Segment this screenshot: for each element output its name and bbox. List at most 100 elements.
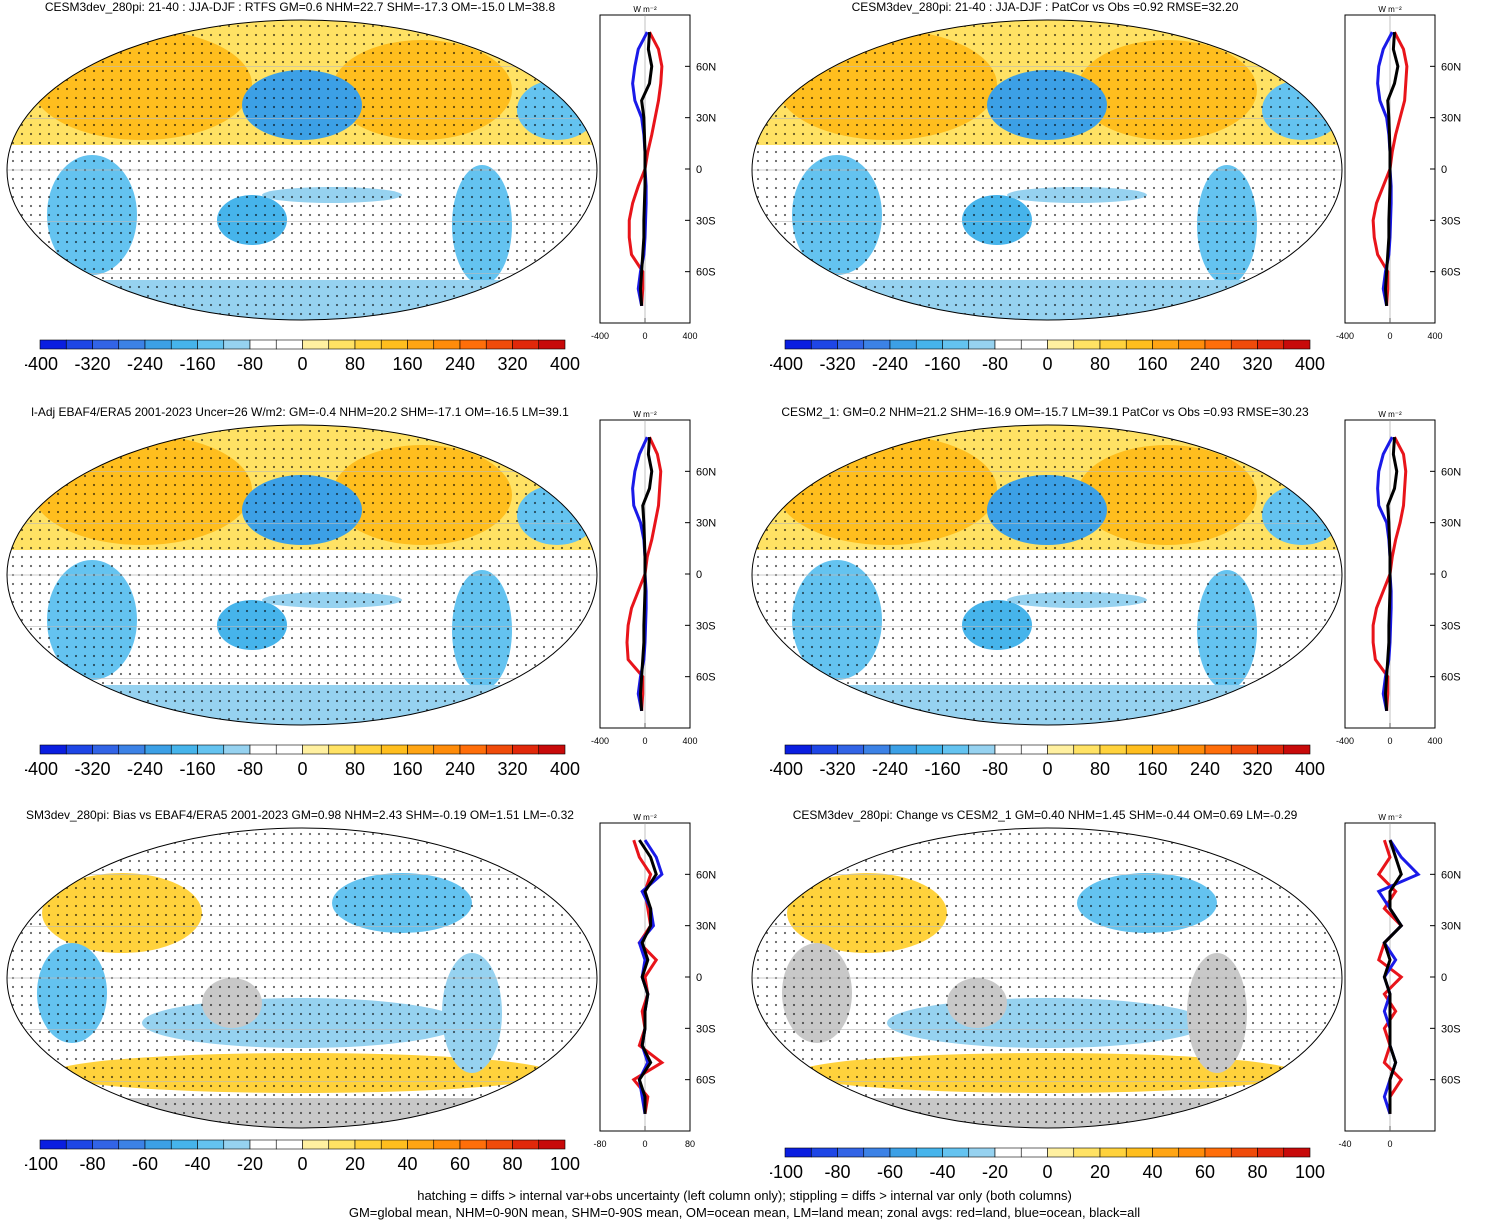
colorbar-tick-label: 0: [297, 1154, 307, 1174]
colorbar-swatch: [863, 339, 891, 350]
zonal-unit-label: W m⁻²: [633, 5, 657, 14]
colorbar-tick-label: 0: [297, 759, 307, 779]
x-tick-label: 400: [1427, 331, 1442, 341]
lat-tick-label: 0: [1441, 972, 1447, 984]
colorbar-tick-label: -60: [132, 1154, 158, 1174]
colorbar-tick-label: 240: [1190, 759, 1220, 779]
x-tick-label: -400: [591, 331, 609, 341]
panel-3: l-Adj EBAF4/ERA5 2001-2023 Uncer=26 W/m2…: [0, 405, 744, 810]
colorbar-swatch: [942, 339, 970, 350]
colorbar-swatch: [942, 1147, 970, 1158]
colorbar-swatch: [249, 339, 277, 350]
colorbar-swatch: [118, 339, 146, 350]
colorbar-swatch: [170, 1139, 198, 1150]
colorbar-swatch: [1283, 1147, 1311, 1158]
map: [751, 827, 1343, 1129]
colorbar: -100 -80 -60 -40 -20 0 20 40 60 80 100: [770, 1147, 1325, 1182]
lat-tick-label: 0: [1441, 164, 1447, 176]
colorbar-tick-label: -80: [237, 354, 263, 374]
colorbar-tick-label: 60: [1195, 1162, 1215, 1182]
colorbar-tick-label: 20: [345, 1154, 365, 1174]
zonal-mean-plot: W m⁻² 60N 30N 0 30S 60S -400 0 400: [1336, 5, 1461, 341]
colorbar-tick-label: -320: [74, 759, 110, 779]
colorbar-tick-label: -20: [237, 1154, 263, 1174]
colorbar-tick-label: -60: [877, 1162, 903, 1182]
colorbar-tick-label: 0: [297, 354, 307, 374]
colorbar-tick-label: -80: [79, 1154, 105, 1174]
panel-title: l-Adj EBAF4/ERA5 2001-2023 Uncer=26 W/m2…: [31, 405, 569, 419]
lat-tick-label: 30S: [1441, 215, 1461, 227]
colorbar-swatch: [889, 1147, 917, 1158]
footnote-line-1: hatching = diffs > internal var+obs unce…: [417, 1188, 1072, 1203]
colorbar-tick-label: 80: [1090, 759, 1110, 779]
colorbar-swatch: [1099, 339, 1127, 350]
colorbar-swatch: [197, 1139, 225, 1150]
colorbar-swatch: [512, 1139, 540, 1150]
colorbar-tick-label: 160: [1137, 759, 1167, 779]
colorbar: -400 -320 -240 -160 -80 0 80 160 240 320 400: [770, 339, 1325, 374]
colorbar-swatch: [144, 339, 172, 350]
colorbar-tick-label: -80: [982, 759, 1008, 779]
colorbar: -400 -320 -240 -160 -80 0 80 160 240 320 400: [25, 339, 580, 374]
colorbar-swatch: [197, 339, 225, 350]
panel-title: SM3dev_280pi: Bias vs EBAF4/ERA5 2001-20…: [26, 808, 574, 822]
colorbar-tick-label: -160: [179, 759, 215, 779]
colorbar-swatch: [407, 744, 435, 755]
colorbar-swatch: [1152, 744, 1180, 755]
x-tick-label: -40: [1338, 1139, 1351, 1149]
panel-1: CESM3dev_280pi: 21-40 : JJA-DJF : RTFS G…: [0, 0, 744, 405]
colorbar-swatch: [810, 744, 838, 755]
colorbar-tick-label: 100: [1295, 1162, 1325, 1182]
lat-tick-label: 60N: [1441, 466, 1461, 478]
map: [751, 424, 1343, 726]
zonal-mean-plot: W m⁻² 60N 30N 0 30S 60S -80 0 80: [593, 813, 716, 1149]
lat-tick-label: 0: [696, 164, 702, 176]
colorbar-swatch: [459, 339, 487, 350]
lat-tick-label: 60N: [1441, 61, 1461, 73]
colorbar-swatch: [994, 1147, 1022, 1158]
lat-tick-label: 30N: [1441, 518, 1461, 530]
colorbar-tick-label: -20: [982, 1162, 1008, 1182]
colorbar-swatch: [538, 1139, 566, 1150]
map-field: [752, 425, 1342, 725]
colorbar-swatch: [433, 339, 461, 350]
lat-tick-label: 60N: [696, 61, 716, 73]
colorbar-tick-label: -320: [819, 354, 855, 374]
colorbar-swatch: [328, 1139, 356, 1150]
colorbar-swatch: [784, 339, 812, 350]
colorbar-swatch: [1073, 1147, 1101, 1158]
colorbar-swatch: [1073, 339, 1101, 350]
panel-4: CESM2_1: GM=0.2 NHM=21.2 SHM=-16.9 OM=-1…: [745, 405, 1489, 810]
colorbar-swatch: [1125, 339, 1153, 350]
colorbar: -400 -320 -240 -160 -80 0 80 160 240 320 400: [770, 744, 1325, 779]
colorbar-swatch: [837, 1147, 865, 1158]
colorbar-tick-label: 400: [550, 759, 580, 779]
colorbar-swatch: [459, 1139, 487, 1150]
colorbar-tick-label: 240: [1190, 354, 1220, 374]
colorbar-swatch: [784, 744, 812, 755]
colorbar-tick-label: -160: [924, 759, 960, 779]
colorbar-tick-label: 100: [550, 1154, 580, 1174]
x-tick-label: -400: [591, 736, 609, 746]
map: [6, 19, 598, 321]
colorbar-swatch: [65, 339, 93, 350]
zonal-line-land: [631, 839, 665, 1115]
lat-tick-label: 60S: [1441, 267, 1461, 279]
map-outline: [751, 19, 1343, 321]
map-field: [752, 20, 1342, 320]
colorbar-swatch: [863, 744, 891, 755]
lat-tick-label: 0: [696, 972, 702, 984]
colorbar-swatch: [1047, 1147, 1075, 1158]
colorbar-swatch: [1257, 744, 1285, 755]
colorbar-swatch: [354, 1139, 382, 1150]
panel-title: CESM3dev_280pi: 21-40 : JJA-DJF : PatCor…: [851, 0, 1239, 14]
colorbar-swatch: [223, 339, 251, 350]
colorbar-swatch: [275, 339, 303, 350]
map-field: [7, 828, 597, 1128]
colorbar-swatch: [223, 1139, 251, 1150]
colorbar-swatch: [39, 1139, 67, 1150]
map-field: [752, 828, 1342, 1128]
colorbar-tick-label: -320: [74, 354, 110, 374]
colorbar-swatch: [512, 339, 540, 350]
colorbar-swatch: [275, 744, 303, 755]
